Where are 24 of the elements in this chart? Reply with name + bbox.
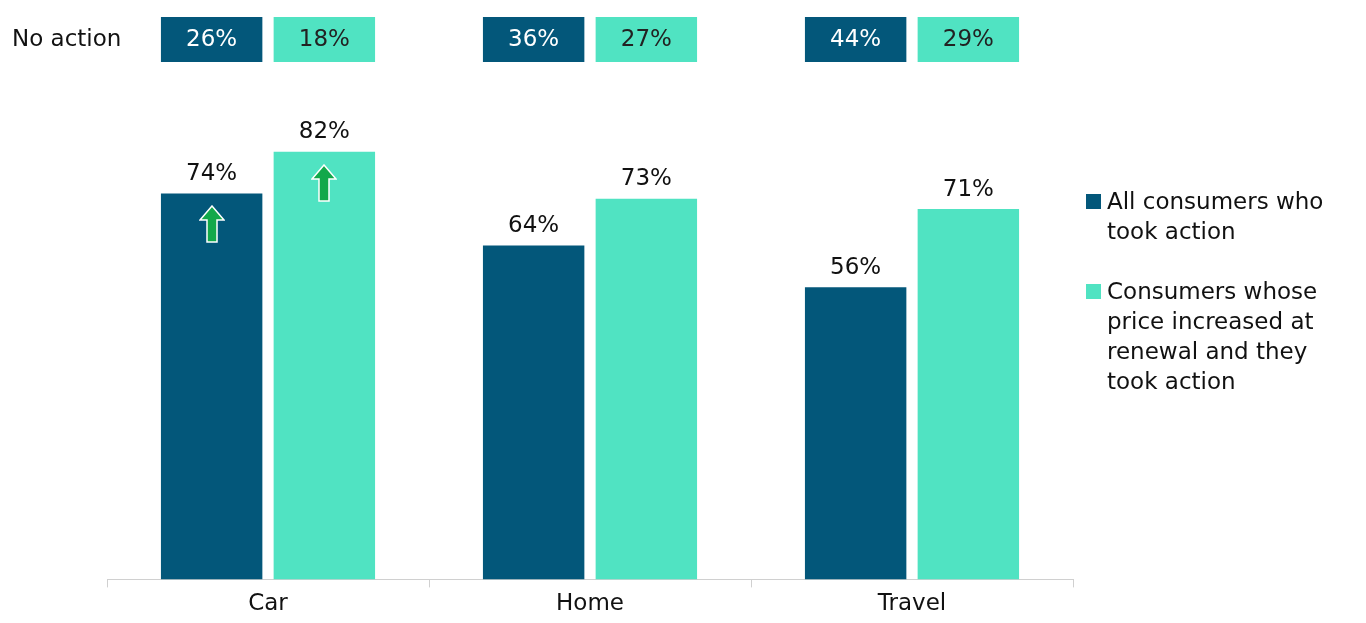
text: 44% xyxy=(830,24,882,51)
data-label: 56% xyxy=(830,252,882,279)
bar xyxy=(917,209,1020,580)
x-tick-label: Travel xyxy=(876,589,947,616)
data-label: 73% xyxy=(620,164,672,191)
bar xyxy=(804,287,907,580)
bar xyxy=(595,198,698,580)
bar xyxy=(482,245,585,580)
x-tick-label: Home xyxy=(556,589,624,616)
data-label: 64% xyxy=(508,211,560,238)
bar xyxy=(160,193,263,580)
bar xyxy=(273,151,376,580)
text: 29% xyxy=(942,24,994,51)
text: 18% xyxy=(298,24,350,51)
text: 36% xyxy=(508,24,560,51)
legend-label: Consumers whose price increased at renewal and they took action xyxy=(1107,277,1319,396)
legend-label: All consumers who took action xyxy=(1107,187,1325,246)
text: 27% xyxy=(620,24,672,51)
data-label: 82% xyxy=(298,117,350,144)
text: No action xyxy=(12,24,122,51)
data-label: 71% xyxy=(942,174,994,201)
data-label: 74% xyxy=(186,158,238,185)
text: 26% xyxy=(186,24,238,51)
x-tick-label: Car xyxy=(248,589,289,616)
